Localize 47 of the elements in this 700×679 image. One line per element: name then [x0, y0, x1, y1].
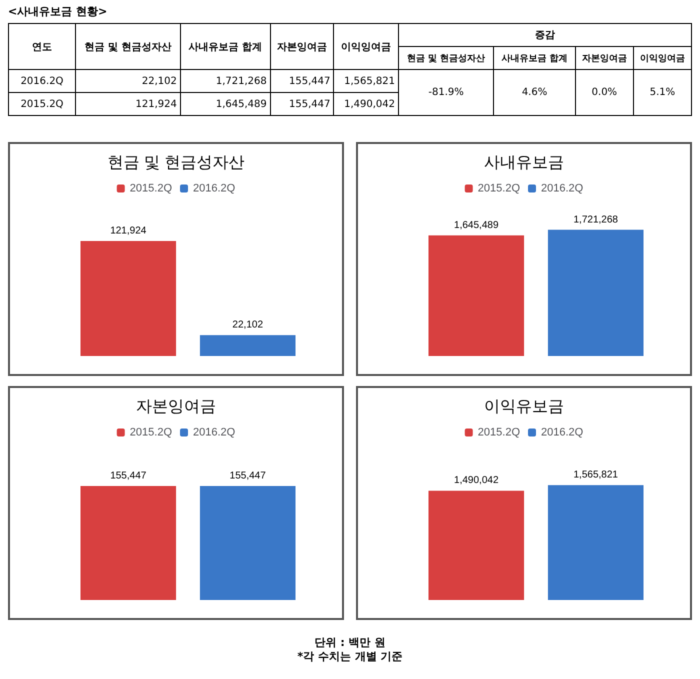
chart-title: 이익유보금 — [484, 398, 564, 416]
legend-label: 2015.2Q — [130, 182, 172, 194]
text: 단위 : 백만 원 — [314, 636, 386, 650]
category-label: 자본잉여금 — [575, 46, 634, 70]
category-label: 사내유보금 합계 — [180, 24, 270, 70]
data-label: 155,447 — [230, 470, 266, 482]
category-label: 현금 및 현금성자산 — [398, 46, 494, 70]
data-label: 121,924 — [110, 226, 147, 237]
text: -81.9% — [428, 87, 464, 98]
text: 5.1% — [650, 87, 676, 98]
text: 155,447 — [289, 98, 330, 110]
legend-label: 2015.2Q — [130, 426, 172, 438]
data-label: 1,490,042 — [454, 475, 499, 486]
data-label: 1,645,489 — [454, 220, 499, 231]
text: <사내유보금 현황> — [8, 4, 108, 19]
category-label: 현금 및 현금성자산 — [76, 24, 180, 70]
text: 1,721,268 — [216, 76, 267, 86]
chart-title: 자본잉여금 — [136, 398, 216, 416]
legend-label: 2016.2Q — [541, 426, 584, 438]
legend-label: 2016.2Q — [193, 426, 236, 438]
category-label: 자본잉여금 — [270, 24, 334, 70]
text: 1,645,489 — [216, 98, 267, 110]
category-label: 사내유보금 합계 — [494, 46, 576, 70]
data-label: 22,102 — [232, 320, 264, 331]
data-label: 155,447 — [110, 470, 147, 482]
chart-title: 사내유보금 — [484, 154, 564, 172]
chart-title: 현금 및 현금성자산 — [108, 154, 244, 172]
text: 155,447 — [289, 76, 330, 86]
text: 연도 — [8, 24, 76, 70]
category-label: 이익잉여금 — [334, 24, 398, 70]
category-label: 이익잉여금 — [633, 46, 692, 70]
text: 0.0% — [592, 87, 618, 98]
data-label: 1,721,268 — [573, 214, 618, 226]
text: 1,565,821 — [344, 76, 395, 86]
text: 4.6% — [522, 87, 548, 98]
legend-label: 2015.2Q — [478, 182, 520, 194]
text: 1,490,042 — [344, 98, 395, 110]
category-label: 2015.2Q — [20, 98, 64, 110]
legend-label: 2015.2Q — [478, 426, 520, 438]
text: 121,924 — [136, 98, 177, 110]
text: *각 수치는 개별 기준 — [296, 650, 404, 664]
data-label: 1,565,821 — [573, 470, 618, 481]
legend-label: 2016.2Q — [541, 182, 584, 194]
legend-label: 2016.2Q — [193, 182, 236, 194]
text: 증감 — [398, 24, 692, 46]
text: 22,102 — [142, 76, 177, 86]
category-label: 2016.2Q — [20, 76, 64, 86]
